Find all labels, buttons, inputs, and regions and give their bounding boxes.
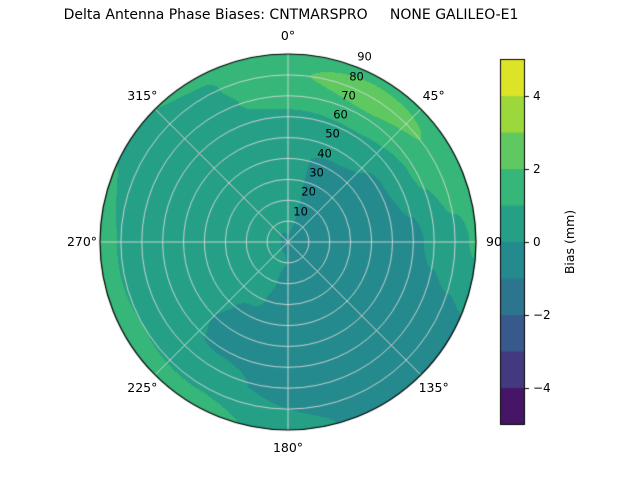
chart-title: Delta Antenna Phase Biases: CNTMARSPRO N… [63, 7, 519, 23]
